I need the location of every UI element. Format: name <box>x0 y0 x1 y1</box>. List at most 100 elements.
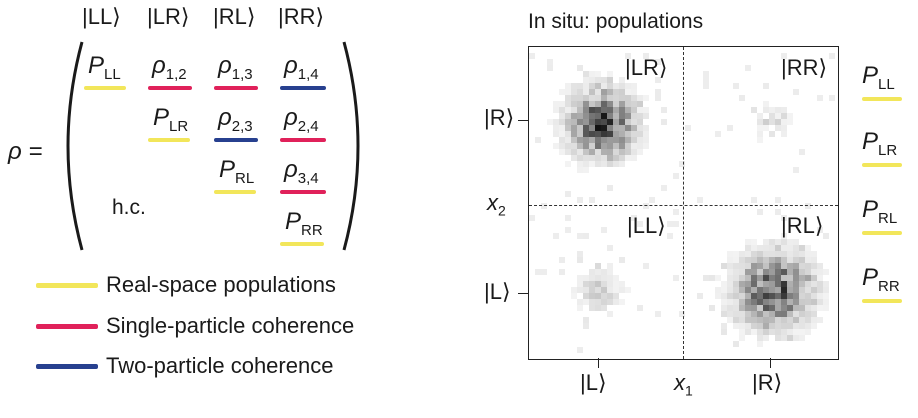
cell-rho-13: ρ1,3 <box>218 52 253 83</box>
density-pixel <box>721 287 727 293</box>
density-pixel <box>745 299 751 305</box>
density-pixel <box>727 125 733 131</box>
density-pixel <box>583 107 589 113</box>
side-label-p-rl: PRL <box>862 196 898 227</box>
density-pixel <box>793 89 799 95</box>
density-pixel <box>763 125 769 131</box>
underline-population <box>214 190 256 194</box>
density-pixel <box>553 125 559 131</box>
density-pixel <box>727 281 733 287</box>
density-pixel <box>775 293 781 299</box>
density-pixel <box>559 101 565 107</box>
density-pixel <box>619 107 625 113</box>
density-pixel <box>571 83 577 89</box>
density-pixel <box>619 155 625 161</box>
density-pixel <box>775 197 781 203</box>
density-pixel <box>817 287 823 293</box>
density-pixel <box>595 155 601 161</box>
y-tick-mark-l <box>518 293 528 294</box>
density-pixel <box>799 299 805 305</box>
density-pixel <box>757 137 763 143</box>
density-pixel <box>787 305 793 311</box>
density-pixel <box>577 131 583 137</box>
atom-density-map <box>529 53 835 353</box>
side-label-p-rr: PRR <box>862 264 900 295</box>
density-pixel <box>583 143 589 149</box>
density-pixel <box>817 293 823 299</box>
density-pixel <box>745 329 751 335</box>
density-pixel <box>799 329 805 335</box>
density-pixel <box>793 323 799 329</box>
density-pixel <box>775 263 781 269</box>
density-pixel <box>733 317 739 323</box>
density-pixel <box>805 317 811 323</box>
cell-rho-12: ρ1,2 <box>152 52 187 83</box>
density-pixel <box>589 71 595 77</box>
density-pixel <box>805 281 811 287</box>
density-pixel <box>757 209 763 215</box>
density-pixel <box>619 113 625 119</box>
density-pixel <box>751 323 757 329</box>
density-pixel <box>583 287 589 293</box>
density-pixel <box>805 269 811 275</box>
density-pixel <box>595 83 601 89</box>
cell-p-ll: PLL <box>88 52 121 83</box>
density-pixel <box>637 221 643 227</box>
density-pixel <box>595 281 601 287</box>
density-pixel <box>553 107 559 113</box>
density-pixel <box>781 335 787 341</box>
density-pixel <box>793 263 799 269</box>
density-pixel <box>757 329 763 335</box>
density-pixel <box>793 311 799 317</box>
legend-swatch-population <box>36 283 98 288</box>
density-pixel <box>781 245 787 251</box>
density-pixel <box>781 125 787 131</box>
density-pixel <box>607 299 613 305</box>
density-pixel <box>733 299 739 305</box>
density-pixel <box>763 281 769 287</box>
density-pixel <box>769 293 775 299</box>
right-parenthesis <box>342 41 360 251</box>
density-pixel <box>589 83 595 89</box>
density-pixel <box>601 131 607 137</box>
density-pixel <box>601 125 607 131</box>
density-pixel <box>781 317 787 323</box>
density-pixel <box>775 305 781 311</box>
side-underline <box>862 231 902 235</box>
density-pixel <box>595 293 601 299</box>
density-pixel <box>673 173 679 179</box>
density-pixel <box>613 125 619 131</box>
density-pixel <box>721 323 727 329</box>
density-pixel <box>643 95 649 101</box>
density-pixel <box>709 305 715 311</box>
density-pixel <box>829 53 835 59</box>
density-pixel <box>583 167 589 173</box>
density-pixel <box>613 275 619 281</box>
density-pixel <box>565 119 571 125</box>
density-pixel <box>793 329 799 335</box>
density-pixel <box>769 323 775 329</box>
density-pixel <box>559 113 565 119</box>
density-pixel <box>607 263 613 269</box>
density-pixel <box>769 113 775 119</box>
density-pixel <box>727 311 733 317</box>
density-pixel <box>577 89 583 95</box>
density-pixel <box>589 137 595 143</box>
density-pixel <box>775 299 781 305</box>
density-pixel <box>727 269 733 275</box>
density-pixel <box>739 269 745 275</box>
quadrant-label-rr: |RR⟩ <box>781 55 828 80</box>
density-pixel <box>799 287 805 293</box>
x-tick-mark-r <box>770 358 771 368</box>
density-pixel <box>763 101 769 107</box>
density-pixel <box>619 161 625 167</box>
density-pixel <box>709 275 715 281</box>
density-pixel <box>757 275 763 281</box>
density-pixel <box>715 275 721 281</box>
density-pixel <box>757 245 763 251</box>
density-pixel <box>751 263 757 269</box>
density-pixel <box>613 281 619 287</box>
density-pixel <box>721 281 727 287</box>
density-pixel <box>577 299 583 305</box>
density-pixel <box>739 263 745 269</box>
